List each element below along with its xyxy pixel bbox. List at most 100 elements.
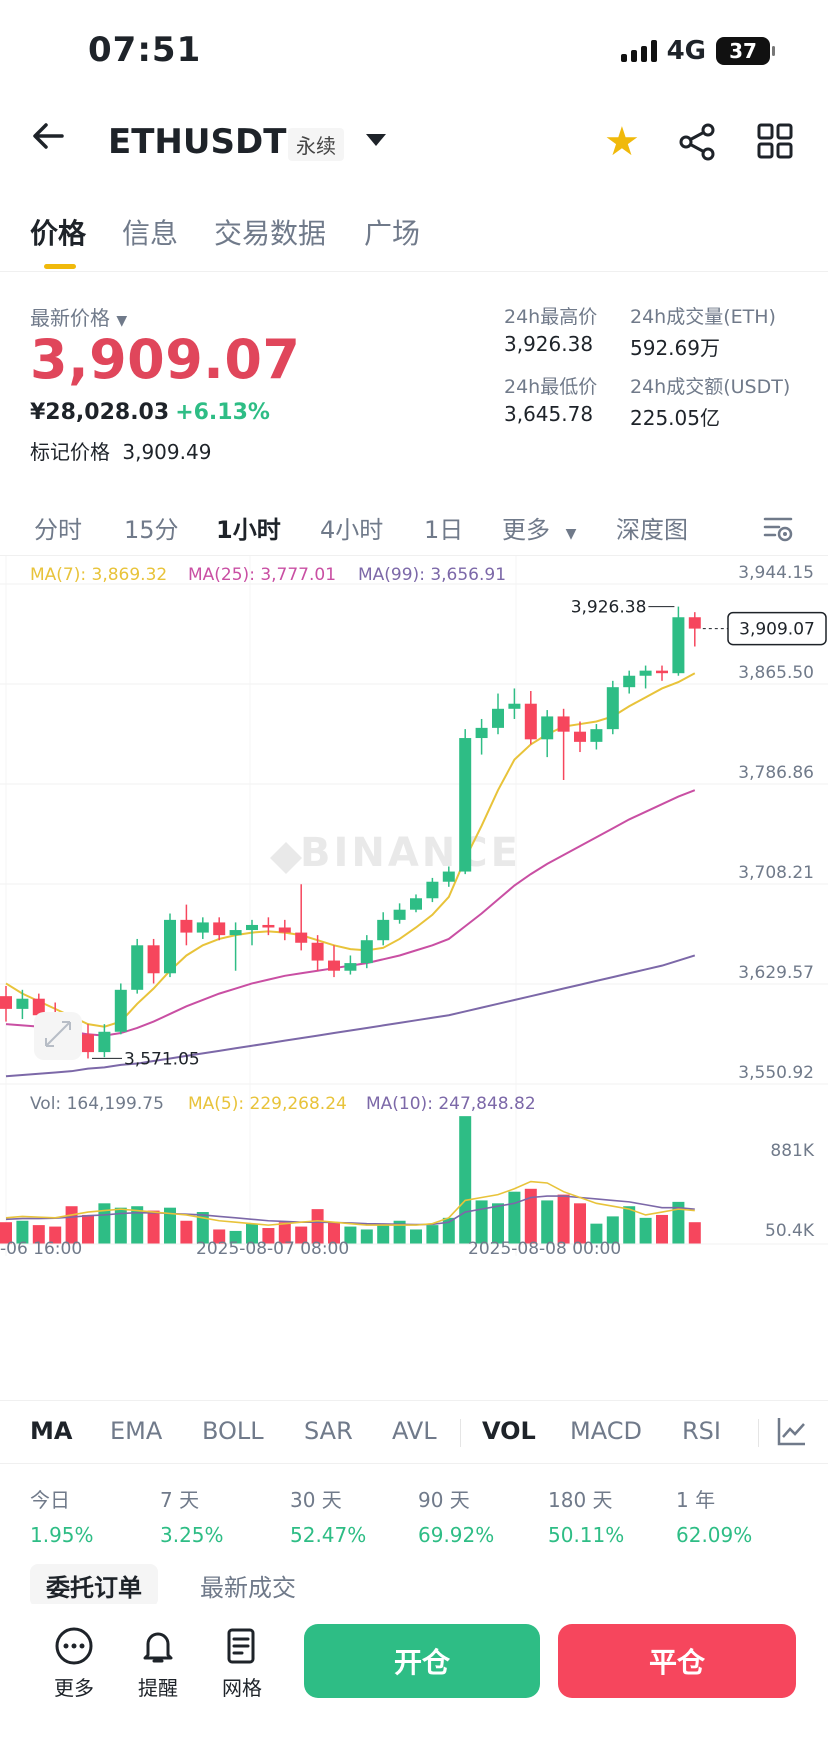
symbol-title[interactable]: ETHUSDT [108, 122, 287, 162]
volume-bar [492, 1203, 504, 1244]
document-icon [210, 1624, 274, 1668]
interval-time-sharing[interactable]: 分时 [34, 516, 82, 544]
chart-settings-icon[interactable] [762, 514, 794, 550]
mark-price-row: 标记价格 3,909.49 [30, 436, 211, 465]
volume-bar [131, 1206, 144, 1244]
candle-body [147, 945, 160, 974]
open-position-button[interactable]: 开仓 [304, 1624, 540, 1698]
price-cny: ¥28,028.03 [30, 400, 170, 425]
indicator-boll[interactable]: BOLL [202, 1417, 264, 1445]
perf-7d: 7 天 3.25% [160, 1484, 224, 1547]
more-label: 更多 [54, 1676, 94, 1700]
perf-label: 90 天 [418, 1488, 470, 1512]
indicator-rsi[interactable]: RSI [682, 1417, 721, 1445]
volume-bar [672, 1201, 685, 1244]
interval-1d[interactable]: 1日 [424, 516, 464, 544]
tab-latest-trades[interactable]: 最新成交 [200, 1574, 296, 1602]
indicator-tabs: MA EMA BOLL SAR AVL VOL MACD RSI [0, 1400, 828, 1464]
tab-square[interactable]: 广场 [364, 217, 421, 250]
mark-price-label: 标记价格 [30, 440, 110, 464]
bell-icon [126, 1624, 190, 1668]
interval-1h[interactable]: 1小时 [216, 516, 281, 544]
tab-info[interactable]: 信息 [122, 217, 179, 250]
perf-label: 7 天 [160, 1488, 200, 1512]
indicator-vol[interactable]: VOL [482, 1417, 536, 1445]
tab-open-orders[interactable]: 委托订单 [30, 1564, 158, 1607]
volume-usdt-value: 225.05亿 [630, 406, 720, 430]
volume-label: Vol: 164,199.75 [30, 1094, 164, 1114]
candle-body [656, 670, 668, 674]
volume-bar [410, 1229, 422, 1244]
tab-trading-data[interactable]: 交易数据 [214, 217, 327, 250]
volume-bar [98, 1203, 111, 1244]
interval-depth[interactable]: 深度图 [616, 516, 688, 544]
volume-min-tick: 50.4K [765, 1221, 815, 1241]
interval-4h[interactable]: 4小时 [320, 516, 384, 544]
signal-icon [620, 40, 657, 62]
interval-15m[interactable]: 15分 [124, 516, 179, 544]
price-change: +6.13% [175, 400, 270, 425]
ma25-label: MA(25): 3,777.01 [188, 565, 336, 585]
battery-level: 37 [729, 39, 757, 63]
kline-chart-svg[interactable]: 3,944.15 3,865.50 3,786.86 3,708.21 3,629.57… [0, 556, 828, 1396]
close-position-button[interactable]: 平仓 [558, 1624, 796, 1698]
candle-body [623, 675, 636, 688]
candle-body [574, 731, 586, 742]
volume-bar [656, 1214, 668, 1244]
y-tick-label: 3,786.86 [738, 763, 814, 783]
back-arrow-icon[interactable] [30, 118, 74, 168]
candle-body [508, 703, 521, 709]
volume-ma5-line [5, 1180, 695, 1226]
candle-body [475, 727, 488, 739]
perf-1y: 1 年 62.09% [676, 1484, 752, 1547]
candle-body [311, 942, 324, 961]
volume-bar [213, 1229, 226, 1244]
low-marker-label: 3,571.05 [124, 1049, 200, 1069]
performance-row: 今日 1.95% 7 天 3.25% 30 天 52.47% 90 天 69.92% 1… [0, 1474, 828, 1554]
volume-bar [688, 1222, 701, 1244]
volume-bar [278, 1222, 291, 1244]
grid-icon[interactable] [756, 122, 794, 164]
binance-watermark: BINANCE [300, 830, 521, 876]
indicator-ema[interactable]: EMA [110, 1417, 163, 1445]
interval-more[interactable]: 更多 ▼ [502, 510, 576, 545]
volume-bar [393, 1220, 406, 1244]
candle-body [295, 932, 308, 943]
indicator-macd[interactable]: MACD [570, 1417, 642, 1445]
indicator-chart-icon[interactable] [776, 1415, 808, 1453]
indicator-ma[interactable]: MA [30, 1417, 73, 1445]
perf-value: 50.11% [548, 1523, 625, 1547]
last-price: 3,909.07 [30, 328, 301, 391]
volume-bar [328, 1222, 340, 1244]
volume-bar [147, 1210, 160, 1244]
tab-price[interactable]: 价格 [30, 217, 87, 250]
candle-body [541, 716, 554, 740]
volume-bar [0, 1222, 12, 1244]
share-icon[interactable] [678, 122, 718, 166]
kline-chart[interactable]: 3,944.15 3,865.50 3,786.86 3,708.21 3,629.57… [0, 556, 828, 1396]
current-price-label: 3,909.07 [739, 620, 815, 640]
indicator-sar[interactable]: SAR [304, 1417, 353, 1445]
star-icon[interactable]: ★ [604, 119, 640, 165]
volume-bar [180, 1220, 193, 1244]
candle-body [16, 998, 29, 1009]
indicator-avl[interactable]: AVL [392, 1417, 437, 1445]
high-value: 3,926.38 [504, 332, 594, 356]
volume-ma5-label: MA(5): 229,268.24 [188, 1094, 347, 1114]
candle-body [98, 1031, 111, 1053]
volume-bar [590, 1223, 603, 1244]
perf-today: 今日 1.95% [30, 1484, 94, 1547]
y-tick-label: 3,629.57 [738, 963, 814, 983]
grid-trading-button[interactable]: 网格 [210, 1624, 274, 1701]
alert-button[interactable]: 提醒 [126, 1624, 190, 1701]
volume-bar [114, 1207, 127, 1244]
candle-body [557, 716, 570, 732]
candle-body [278, 927, 291, 933]
candle-body [82, 1034, 94, 1053]
more-button[interactable]: 更多 [42, 1624, 106, 1701]
candle-body [131, 945, 144, 990]
ma99-label: MA(99): 3,656.91 [358, 565, 506, 585]
last-price-label[interactable]: 最新价格 ▼ [30, 302, 127, 331]
symbol-dropdown-icon[interactable] [366, 134, 386, 146]
indicator-divider [758, 1419, 759, 1447]
